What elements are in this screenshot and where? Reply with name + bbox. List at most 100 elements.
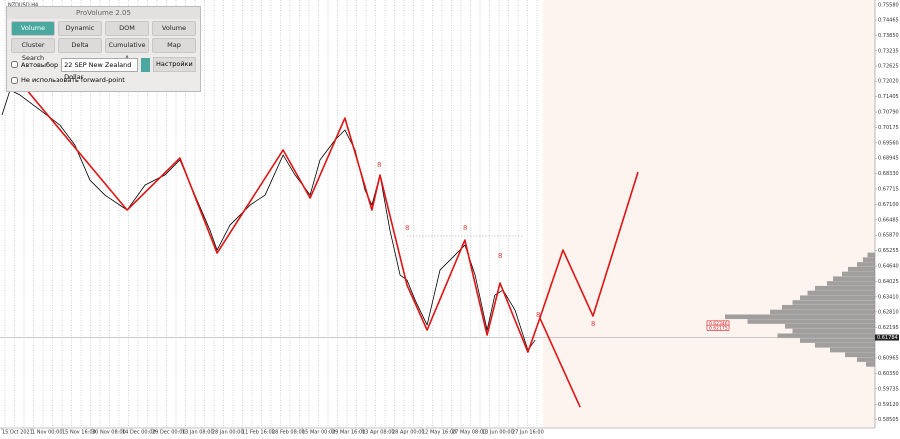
y-tick-label: 0.60350 bbox=[878, 371, 899, 377]
button[interactable]: Delta bbox=[58, 38, 102, 53]
y-tick-label: 0.67100 bbox=[878, 202, 899, 208]
y-tick-label: 0.71405 bbox=[878, 94, 899, 100]
forward-label: Не использовать forward-point bbox=[21, 76, 125, 84]
x-tick-label: 28 Feb 08:00 bbox=[272, 430, 305, 436]
y-tick-label: 0.68945 bbox=[878, 156, 899, 162]
y-tick-label: 0.58505 bbox=[878, 417, 899, 423]
annotation: 8 bbox=[377, 161, 381, 169]
y-tick-label: 0.68330 bbox=[878, 171, 899, 177]
volume-bar bbox=[800, 338, 875, 343]
y-tick-label: 0.74465 bbox=[878, 18, 899, 24]
auto-label: Автовыбор bbox=[21, 60, 59, 69]
button[interactable]: Cluster Search bbox=[11, 38, 55, 62]
y-tick-label: 0.65255 bbox=[878, 248, 899, 254]
volume-bar bbox=[800, 295, 875, 301]
level-label: 0.62346 bbox=[709, 321, 728, 327]
volume-bar bbox=[848, 266, 875, 272]
volume-bar bbox=[815, 285, 875, 291]
y-tick-label: 0.60965 bbox=[878, 356, 899, 362]
volume-bar bbox=[747, 319, 875, 324]
x-tick-label: 15 Mar 00:00 bbox=[302, 430, 335, 436]
level-box bbox=[706, 324, 730, 331]
y-tick-label: 0.73850 bbox=[878, 33, 899, 39]
volume-bar bbox=[807, 290, 875, 296]
forecast-line bbox=[539, 317, 581, 408]
x-tick-label: 13 Jan 08:00 bbox=[182, 430, 214, 436]
button[interactable]: DOM bbox=[105, 21, 149, 36]
x-tick-label: 27 May 08:00 bbox=[452, 430, 486, 436]
y-tick-label: 0.72020 bbox=[878, 79, 899, 85]
x-tick-label: 15 Oct 2021 bbox=[2, 430, 33, 436]
x-tick-label: 14 Dec 00:00 bbox=[122, 430, 156, 436]
volume-bar bbox=[857, 357, 875, 362]
current-price-box bbox=[875, 334, 899, 341]
forecast-line bbox=[539, 171, 639, 319]
volume-bar bbox=[842, 271, 875, 277]
x-tick-label: 15 Nov 16:00 bbox=[62, 430, 96, 436]
annotation: 8 bbox=[405, 224, 409, 232]
y-tick-label: 0.70175 bbox=[878, 125, 899, 131]
y-tick-label: 0.65870 bbox=[878, 233, 899, 239]
volume-bar bbox=[863, 257, 875, 262]
x-tick-label: 27 Jun 16:00 bbox=[512, 430, 544, 436]
level-label: 0.62175 bbox=[709, 325, 728, 331]
x-tick-label: 12 May 16:00 bbox=[422, 430, 456, 436]
forward-checkbox[interactable] bbox=[11, 76, 18, 84]
forward-row: Не использовать forward-point bbox=[7, 74, 200, 86]
annotation: 8 bbox=[536, 311, 540, 319]
y-tick-label: 0.62810 bbox=[878, 309, 899, 315]
x-tick-label: 13 Apr 08:00 bbox=[362, 430, 395, 436]
x-tick-label: 13 Jun 00:00 bbox=[482, 430, 514, 436]
button-grid: Volume Profile Dynamic POC DOM Volume Cl… bbox=[7, 19, 200, 62]
y-tick-label: 0.64025 bbox=[878, 279, 899, 285]
button[interactable]: Map bbox=[152, 38, 196, 53]
volume-bar bbox=[845, 352, 875, 358]
x-tick-label: 28 Jan 00:00 bbox=[212, 430, 244, 436]
y-tick-label: 0.59120 bbox=[878, 402, 899, 408]
volume-bar bbox=[867, 252, 875, 258]
price-line bbox=[1, 89, 536, 351]
volume-bar bbox=[777, 333, 875, 339]
panel-title: ProVolume 2.05 bbox=[7, 7, 200, 19]
instrument-select[interactable]: 22 SEP New Zealand Dollar bbox=[61, 57, 139, 81]
volume-bar bbox=[833, 276, 875, 282]
volume-bar bbox=[792, 328, 875, 334]
x-tick-label: 1 Nov 00:00 bbox=[32, 430, 63, 436]
annotation: 8 bbox=[498, 252, 502, 260]
x-tick-label: 29 Dec 00:00 bbox=[152, 430, 186, 436]
button[interactable]: Volume bbox=[152, 21, 196, 36]
chart-label: NZDUSD,H4 bbox=[8, 3, 38, 9]
volume-bar bbox=[827, 281, 875, 286]
settings-button[interactable]: Настройки bbox=[152, 57, 196, 72]
y-tick-label: 0.69560 bbox=[878, 140, 899, 146]
x-tick-label: 30 Nov 08:00 bbox=[92, 430, 126, 436]
auto-checkbox[interactable] bbox=[11, 61, 18, 68]
volume-bar bbox=[866, 362, 875, 367]
x-tick-label: 28 Apr 00:00 bbox=[392, 430, 425, 436]
y-tick-label: 0.72625 bbox=[878, 64, 899, 70]
zigzag-line bbox=[9, 69, 541, 353]
x-tick-label: 11 Feb 16:00 bbox=[242, 430, 275, 436]
volume-bar bbox=[782, 304, 875, 310]
volume-bar bbox=[725, 314, 875, 320]
y-tick-label: 0.67715 bbox=[878, 187, 899, 193]
annotation: 8 bbox=[463, 224, 467, 232]
select-arrow[interactable] bbox=[141, 57, 150, 72]
y-tick-label: 0.62195 bbox=[878, 325, 899, 331]
y-tick-label: 0.70790 bbox=[878, 110, 899, 116]
button[interactable]: Dynamic POC bbox=[58, 21, 102, 45]
y-tick-label: 0.66485 bbox=[878, 217, 899, 223]
volume-bar bbox=[830, 347, 875, 353]
volume-bar bbox=[770, 309, 875, 315]
y-tick-label: 0.73235 bbox=[878, 48, 899, 54]
y-tick-label: 0.64640 bbox=[878, 264, 899, 270]
button[interactable]: Cumulative Δ bbox=[105, 38, 149, 62]
volume-bar bbox=[792, 300, 875, 305]
x-tick-label: 29 Mar 16:00 bbox=[332, 430, 365, 436]
button[interactable]: Volume Profile bbox=[11, 21, 55, 45]
y-tick-label: 0.59735 bbox=[878, 386, 899, 392]
volume-bar bbox=[815, 343, 875, 348]
volume-bar bbox=[785, 323, 875, 329]
y-tick-label: 0.63410 bbox=[878, 294, 899, 300]
